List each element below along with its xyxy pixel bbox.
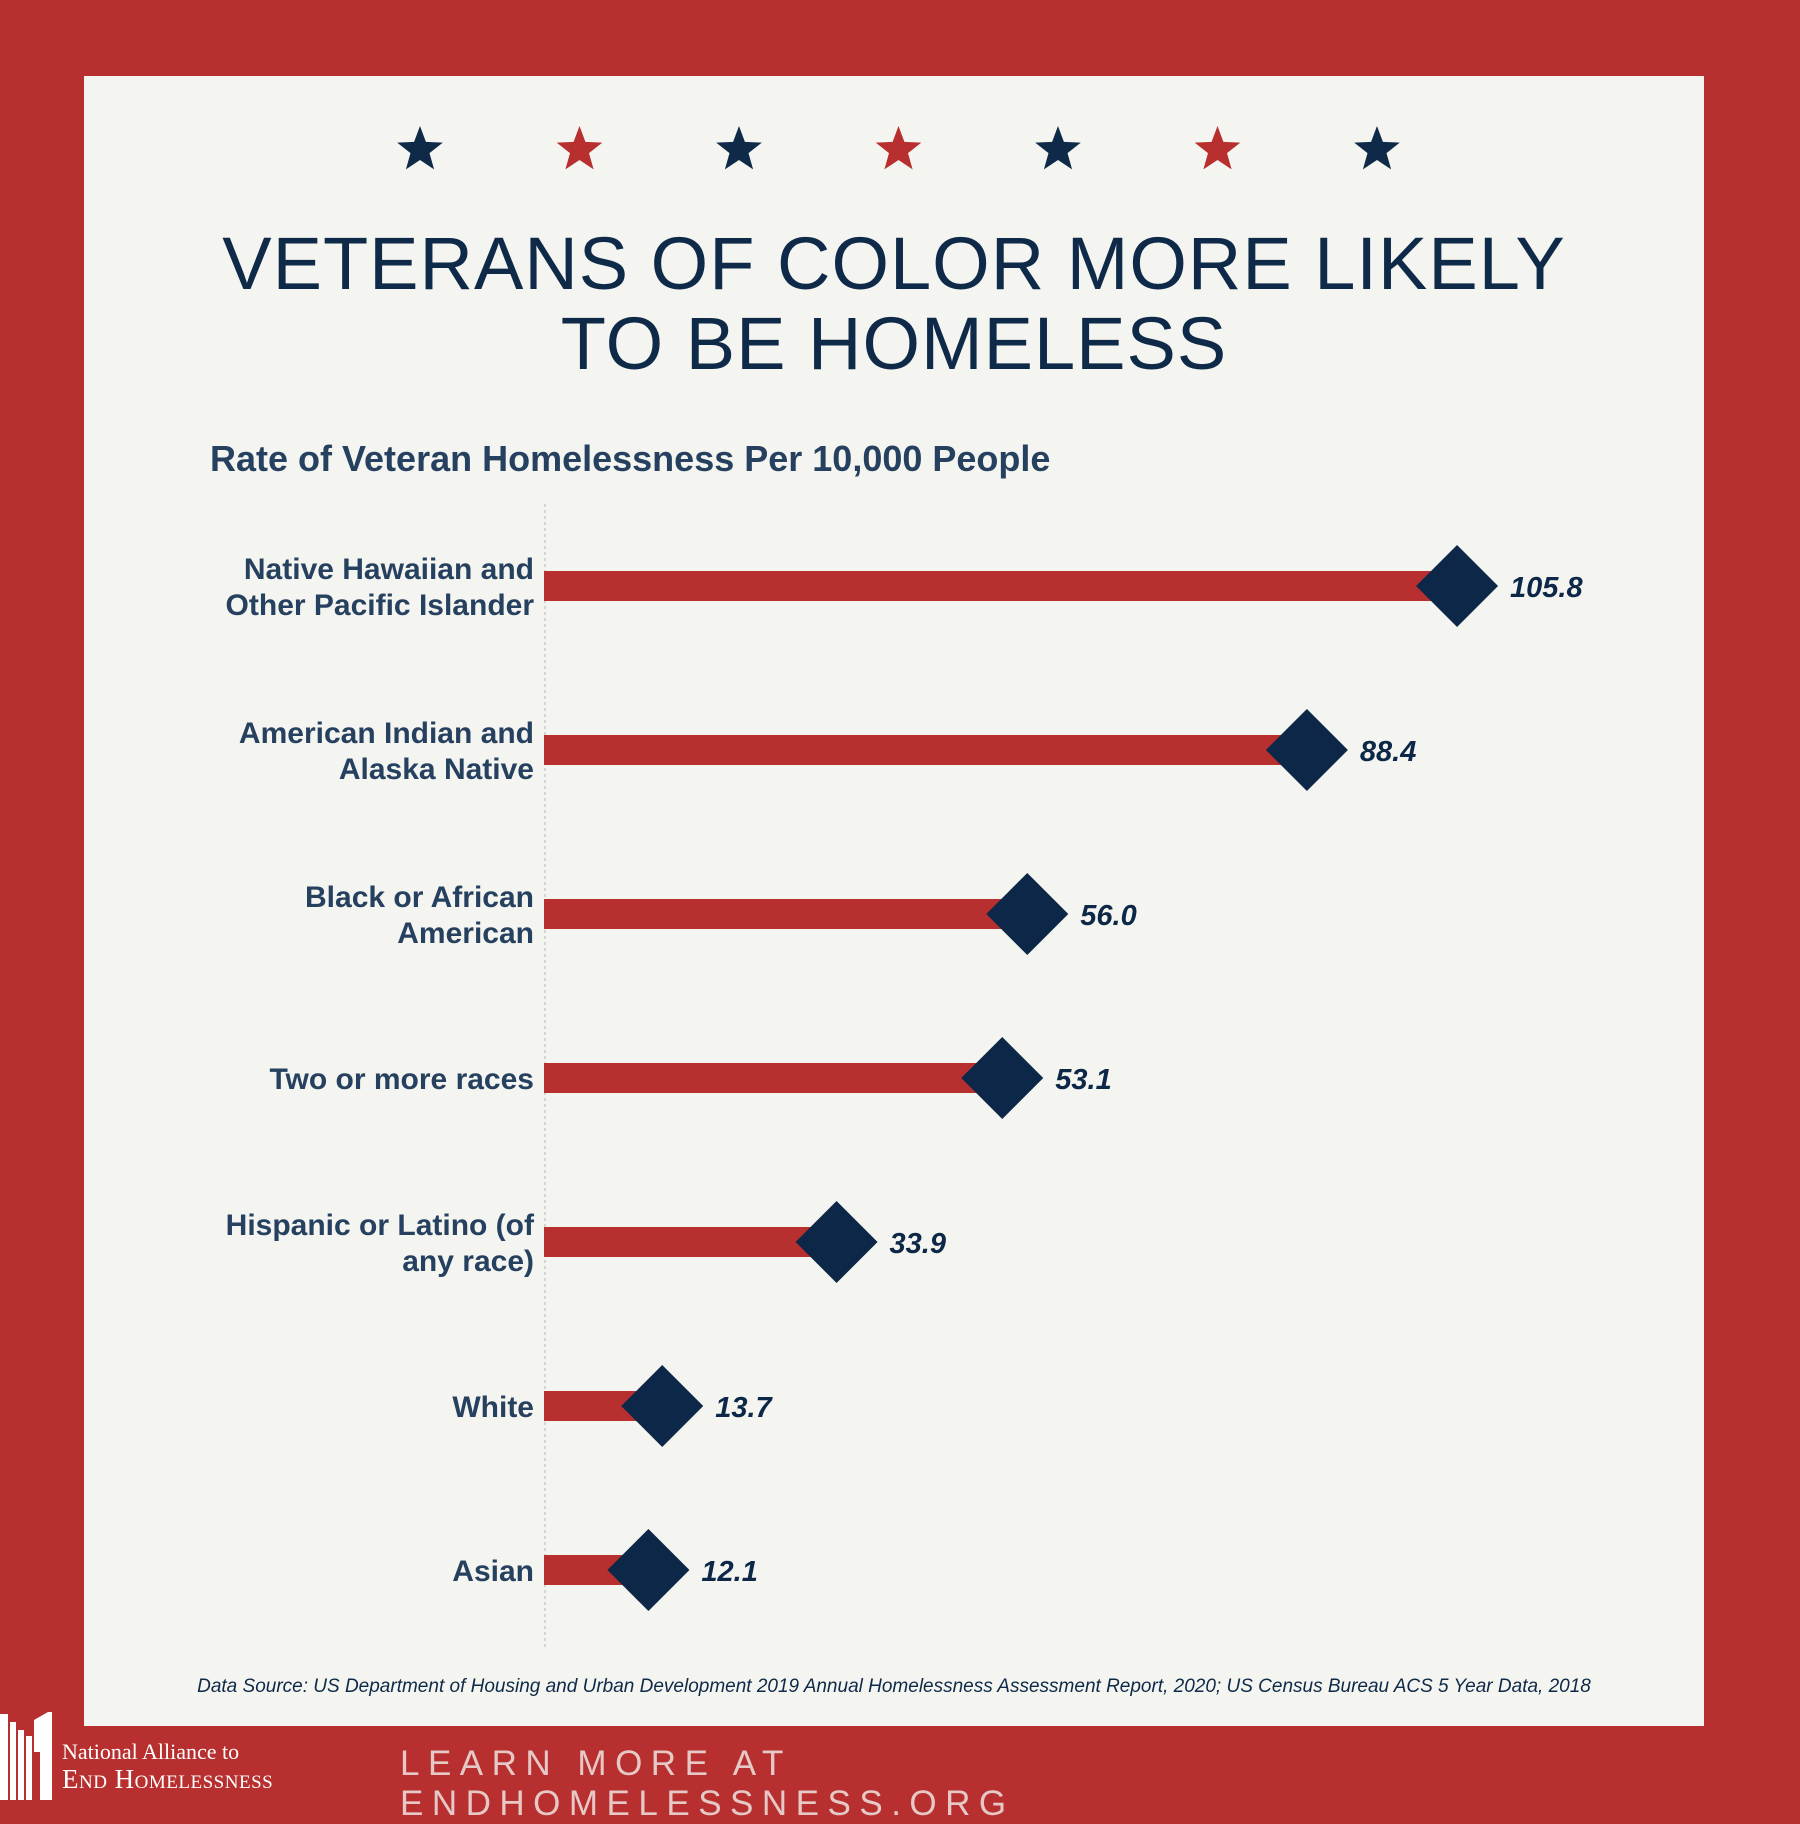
bar [544,735,1307,765]
value-label: 33.9 [890,1228,946,1260]
title-line-2: TO BE HOMELESS [560,302,1228,385]
value-label: 88.4 [1360,736,1416,768]
logo-text: National Alliance to End Homelessness [62,1739,274,1795]
bar [544,899,1028,929]
diamond-marker [1265,709,1348,791]
star-icon [556,126,603,170]
category-label: Other Pacific Islander [226,589,535,622]
category-label: Hispanic or Latino (of [226,1209,535,1242]
bar [544,1227,837,1257]
star-icon [875,126,922,170]
category-label: Asian [452,1555,534,1588]
bar [544,571,1458,601]
star-row [397,126,1400,170]
diamond-marker [961,1037,1044,1119]
category-label: Native Hawaiian and [244,553,534,586]
value-label: 12.1 [701,1556,757,1588]
logo-line-1: National Alliance to [62,1739,240,1764]
diamond-marker [607,1529,690,1611]
category-label: Two or more races [269,1063,534,1096]
category-label: American [397,917,534,950]
diamond-marker [795,1201,878,1283]
page-title: VETERANS OF COLOR MORE LIKELY TO BE HOME… [144,224,1644,384]
footer-cta-link[interactable]: LEARN MORE AT ENDHOMELESSNESS.ORG [400,1744,1015,1823]
value-label: 56.0 [1080,900,1136,932]
star-icon [1035,126,1081,170]
title-line-1: VETERANS OF COLOR MORE LIKELY [222,222,1566,305]
category-label: any race) [402,1245,534,1278]
chart-title: Rate of Veteran Homelessness Per 10,000 … [210,438,1051,479]
category-label: Alaska Native [339,753,534,786]
value-label: 105.8 [1510,572,1583,604]
infographic-panel: VETERANS OF COLOR MORE LIKELY TO BE HOME… [84,76,1704,1726]
bar [544,1063,1003,1093]
value-label: 53.1 [1055,1064,1111,1096]
diamond-marker [621,1365,704,1447]
logo-line-2: End Homelessness [62,1764,274,1794]
category-label: White [452,1391,534,1424]
star-icon [716,126,762,170]
star-icon [1194,126,1241,170]
logo-mark-icon [0,1712,52,1800]
star-icon [397,126,443,170]
category-label: Black or African [305,881,534,914]
value-label: 13.7 [715,1392,773,1424]
diamond-marker [1416,545,1499,627]
category-label: American Indian and [239,717,534,750]
data-source-note: Data Source: US Department of Housing an… [197,1676,1591,1697]
diamond-marker [986,873,1069,955]
star-icon [1354,126,1400,170]
